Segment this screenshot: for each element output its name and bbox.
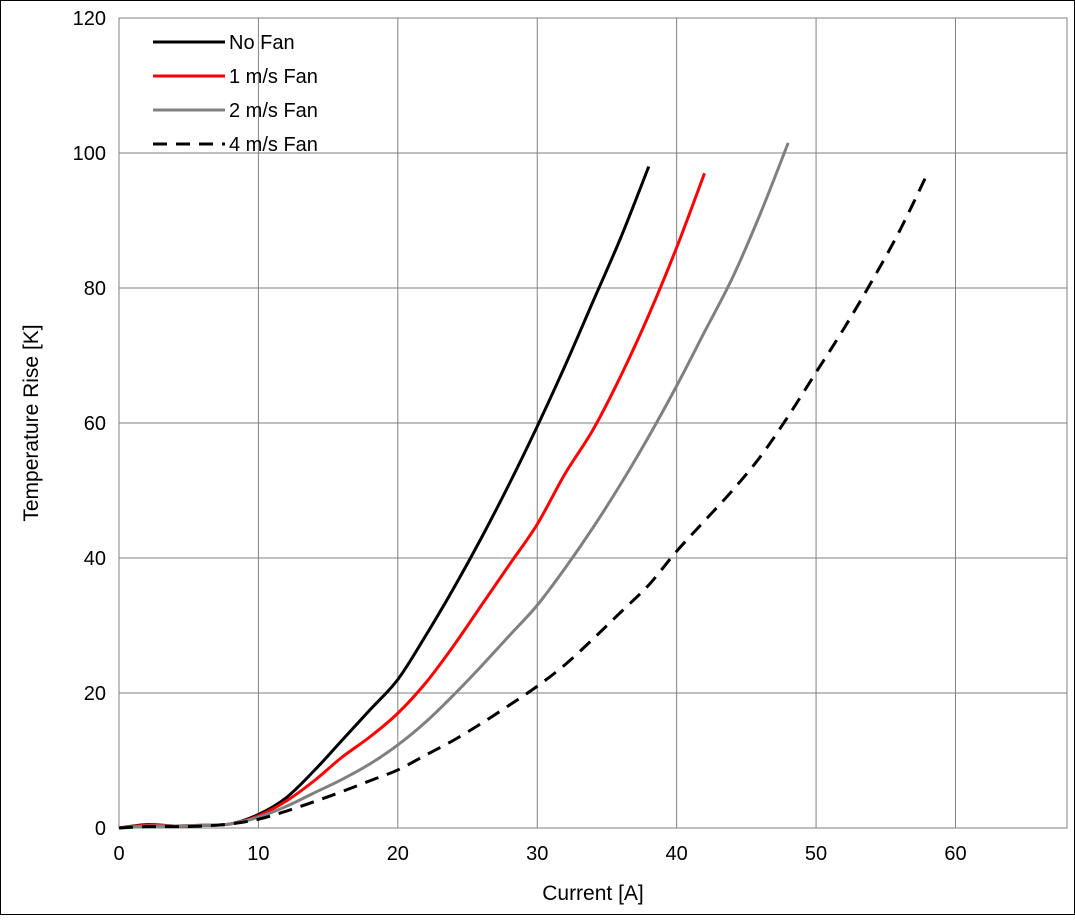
x-tick-label: 40 [666, 843, 688, 865]
x-tick-label: 20 [387, 843, 409, 865]
y-axis-title: Temperature Rise [K] [20, 324, 43, 521]
x-axis-title: Current [A] [542, 882, 644, 905]
y-tick-label: 120 [73, 8, 106, 30]
legend-label-4-m-s-fan: 4 m/s Fan [229, 134, 318, 156]
legend-label-2-m-s-fan: 2 m/s Fan [229, 100, 318, 122]
y-tick-label: 100 [73, 143, 106, 165]
x-tick-label: 0 [113, 843, 124, 865]
x-tick-label: 10 [247, 843, 269, 865]
legend-label-no-fan: No Fan [229, 32, 295, 54]
legend: No Fan 1 m/s Fan 2 m/s Fan 4 m/s Fan [153, 32, 318, 156]
y-tick-label: 60 [84, 413, 106, 435]
x-tick-label: 60 [944, 843, 966, 865]
y-tick-label: 0 [95, 818, 106, 840]
plot-area-border [118, 17, 1068, 829]
x-tick-label: 50 [805, 843, 827, 865]
series-lines [118, 142, 929, 830]
tick-labels: 0 10 20 30 40 50 60 0 20 40 60 80 100 120 [73, 8, 967, 865]
x-tick-label: 30 [526, 843, 548, 865]
y-tick-label: 80 [84, 278, 106, 300]
y-tick-label: 40 [84, 548, 106, 570]
series-line-2-m-s-fan [118, 142, 790, 830]
legend-label-1-m-s-fan: 1 m/s Fan [229, 66, 318, 88]
y-tick-label: 20 [84, 683, 106, 705]
